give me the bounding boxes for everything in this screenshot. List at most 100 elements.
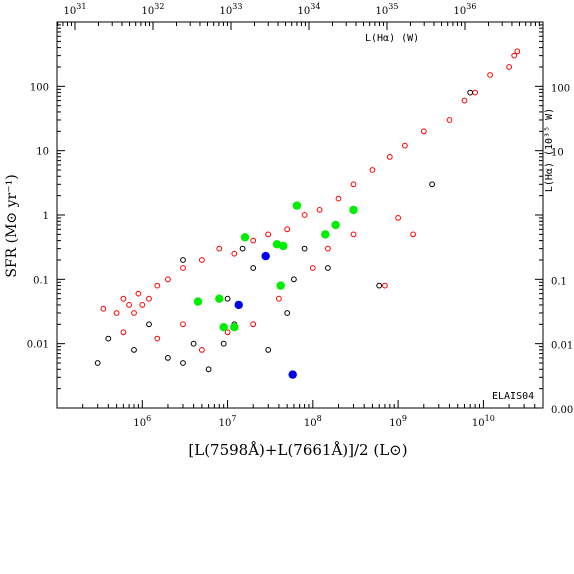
data-point bbox=[467, 89, 474, 96]
data-point bbox=[193, 297, 203, 306]
data-point bbox=[113, 310, 120, 316]
top-tick-label: 1031 bbox=[64, 2, 87, 17]
right-tick-label: 10 bbox=[551, 148, 564, 159]
data-point bbox=[250, 265, 257, 271]
data-point bbox=[291, 276, 297, 283]
data-point bbox=[487, 72, 494, 78]
data-point bbox=[349, 205, 358, 215]
data-point bbox=[165, 276, 171, 283]
data-point bbox=[301, 245, 308, 252]
data-point bbox=[165, 355, 171, 361]
data-point bbox=[131, 310, 137, 316]
data-point bbox=[250, 321, 257, 328]
data-point bbox=[410, 231, 417, 238]
data-point bbox=[239, 245, 246, 252]
data-point bbox=[94, 360, 101, 366]
data-point bbox=[265, 231, 272, 238]
data-point bbox=[180, 321, 186, 328]
data-point bbox=[265, 347, 272, 353]
data-point bbox=[154, 282, 161, 289]
data-point bbox=[429, 181, 436, 188]
top-tick-label: 1034 bbox=[298, 2, 321, 17]
data-point bbox=[234, 300, 243, 310]
data-point bbox=[420, 128, 427, 135]
data-point bbox=[230, 323, 239, 332]
data-point bbox=[276, 295, 282, 302]
data-point bbox=[180, 360, 186, 366]
top-tick-label: 1032 bbox=[142, 2, 165, 17]
data-point bbox=[220, 340, 227, 347]
data-point bbox=[382, 282, 388, 289]
y-tick-label: 0.1 bbox=[33, 275, 49, 286]
data-point bbox=[135, 290, 142, 297]
right-tick-label: 0.01 bbox=[551, 341, 573, 352]
data-point bbox=[154, 335, 161, 342]
data-point bbox=[224, 295, 231, 302]
data-point bbox=[279, 241, 288, 251]
data-point bbox=[335, 195, 342, 202]
data-point bbox=[309, 265, 316, 271]
field-annotation: ELAIS04 bbox=[492, 391, 534, 402]
data-point bbox=[284, 310, 291, 316]
x-tick-label: 109 bbox=[389, 414, 407, 429]
data-point bbox=[506, 64, 513, 70]
plot-frame bbox=[56, 21, 544, 409]
data-point bbox=[199, 347, 205, 353]
data-point bbox=[402, 142, 408, 149]
data-point bbox=[190, 340, 197, 347]
x-tick-label: 107 bbox=[219, 414, 237, 429]
data-point bbox=[216, 245, 223, 252]
data-point bbox=[376, 282, 383, 289]
data-point bbox=[126, 302, 133, 308]
data-point bbox=[146, 295, 152, 302]
y-tick-label: 10 bbox=[36, 147, 49, 158]
top-tick-label: 1033 bbox=[220, 2, 243, 17]
y-tick-label: 0.01 bbox=[27, 340, 49, 351]
data-point bbox=[386, 154, 393, 160]
right-tick-label: 0.001 bbox=[551, 405, 574, 416]
data-point bbox=[219, 323, 228, 332]
data-point bbox=[120, 295, 127, 302]
data-point bbox=[288, 370, 297, 379]
data-point bbox=[131, 347, 137, 353]
top-axis-label: L(Hα) (W) bbox=[365, 33, 419, 44]
ticks-layer bbox=[56, 22, 544, 409]
x-tick-label: 1010 bbox=[472, 414, 495, 429]
data-point bbox=[100, 305, 107, 312]
data-point bbox=[350, 231, 357, 238]
data-point bbox=[180, 257, 186, 263]
top-tick-label: 1035 bbox=[376, 2, 399, 17]
points-layer bbox=[94, 48, 521, 379]
data-point bbox=[146, 321, 152, 328]
data-point bbox=[224, 329, 231, 336]
data-point bbox=[215, 294, 224, 303]
data-point bbox=[250, 237, 257, 244]
data-point bbox=[321, 230, 330, 239]
data-point bbox=[514, 48, 521, 55]
data-point bbox=[120, 329, 127, 336]
x-tick-label: 108 bbox=[304, 414, 322, 429]
y-axis-label: SFR (M⊙ yr⁻¹) bbox=[4, 174, 20, 277]
data-point bbox=[205, 366, 212, 373]
data-point bbox=[461, 97, 468, 104]
x-axis-label: [L(7598Å)+L(7661Å)]/2 (L⊙) bbox=[188, 441, 407, 459]
data-point bbox=[316, 207, 323, 213]
y-tick-label: 100 bbox=[30, 82, 49, 93]
data-point bbox=[395, 215, 402, 221]
x-tick-label: 106 bbox=[133, 414, 151, 429]
data-point bbox=[511, 52, 518, 59]
right-tick-label: 100 bbox=[551, 83, 570, 94]
data-point bbox=[240, 233, 250, 242]
data-point bbox=[331, 220, 340, 230]
data-point bbox=[261, 251, 270, 261]
data-point bbox=[199, 257, 205, 263]
data-point bbox=[325, 245, 331, 252]
top-tick-label: 1036 bbox=[454, 2, 477, 17]
right-axis-label: L(Hα) (10³⁵ W) bbox=[544, 108, 555, 192]
data-point bbox=[272, 240, 282, 249]
data-point bbox=[292, 201, 302, 210]
labels-layer: 106 107 108 109 1010 0.01 0.1 1 10 100 1031 1032 103… bbox=[27, 2, 574, 429]
data-point bbox=[231, 250, 238, 257]
right-tick-label: 0.1 bbox=[551, 276, 567, 287]
data-point bbox=[325, 265, 331, 271]
